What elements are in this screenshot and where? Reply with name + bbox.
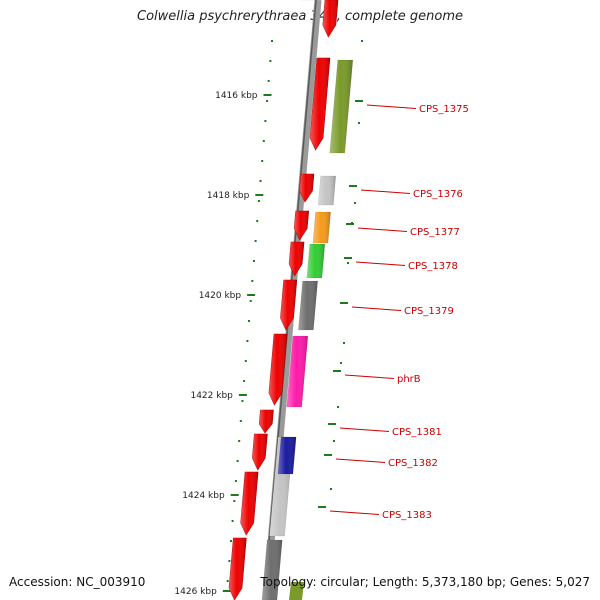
forward-gene-arrow-shade xyxy=(268,334,288,405)
gene-label[interactable]: CPS_1378 xyxy=(408,261,458,272)
gene-label-leader xyxy=(329,510,380,515)
forward-gene-arrow-shade xyxy=(280,280,297,330)
gene-label[interactable]: CPS_1383 xyxy=(382,510,432,521)
gene-label-tick xyxy=(344,257,352,259)
gene-label[interactable]: CPS_1375 xyxy=(419,104,469,115)
ruler-tick xyxy=(263,94,272,96)
ruler-minor-dot xyxy=(358,122,360,124)
ruler-minor-dot xyxy=(361,40,363,42)
gene-blocks xyxy=(261,0,354,600)
gene-label[interactable]: CPS_1379 xyxy=(404,306,454,317)
ruler-ticks: 1416 kbp 1418 kbp 1420 kbp 1422 kbp 1424 kbp… xyxy=(174,91,272,597)
gene-block-cps-1384-shade xyxy=(261,540,283,600)
ruler-tick xyxy=(222,590,231,592)
gene-block-cps-1379-shade xyxy=(298,281,318,330)
ruler-tick-label: 1424 kbp xyxy=(182,491,225,501)
ruler-tick-label: 1416 kbp xyxy=(215,91,258,101)
gene-label-leader xyxy=(351,306,402,311)
forward-gene-arrow-shade xyxy=(310,58,330,150)
gene-label-leader xyxy=(355,261,406,266)
accession-label: Accession: NC_003910 xyxy=(9,575,146,589)
gene-block-cps-1376-shade xyxy=(318,176,336,205)
gene-label-leader xyxy=(357,227,408,232)
genome-summary: Topology: circular; Length: 5,373,180 bp… xyxy=(260,575,590,589)
forward-gene-arrow-shade xyxy=(240,472,259,535)
forward-gene-arrow-shade xyxy=(229,538,247,600)
forward-gene-arrow-shade xyxy=(294,211,309,240)
gene-label-tick xyxy=(328,423,336,425)
gene-label-tick xyxy=(355,100,363,102)
gene-label[interactable]: CPS_1376 xyxy=(413,189,463,200)
ruler-minor-dot xyxy=(347,262,349,264)
ruler-minor-dot xyxy=(354,202,356,204)
forward-gene-arrow-shade xyxy=(289,242,305,276)
gene-label-tick xyxy=(340,302,348,304)
gene-block-cps-1377-shade xyxy=(312,212,331,243)
ruler-minor-dot xyxy=(330,488,332,490)
gene-label[interactable]: CPS_1377 xyxy=(410,227,460,238)
ruler-minor-dot xyxy=(333,440,335,442)
gene-label[interactable]: CPS_1382 xyxy=(388,458,438,469)
gene-label-leader xyxy=(339,427,390,432)
gene-block-phrb-shade xyxy=(286,336,308,407)
gene-label-tick xyxy=(346,223,354,225)
ruler-dotted-arc xyxy=(226,40,273,582)
ruler-minor-dot xyxy=(343,342,345,344)
ruler-tick-label: 1418 kbp xyxy=(207,191,250,201)
forward-strand-genes xyxy=(228,0,339,600)
gene-label[interactable]: phrB xyxy=(397,374,421,385)
ruler-tick-label: 1422 kbp xyxy=(190,391,233,401)
gene-label-leader xyxy=(344,374,395,379)
gene-label-leader xyxy=(366,104,417,109)
ruler-tick xyxy=(238,394,247,396)
ruler-tick xyxy=(230,494,239,496)
ruler-tick xyxy=(255,194,264,196)
ruler-minor-dot xyxy=(351,222,353,224)
forward-gene-arrow-shade xyxy=(322,0,338,37)
gene-block-cps-1378-shade xyxy=(306,244,325,278)
gene-block-cps-1381-shade xyxy=(277,437,297,474)
forward-gene-arrow-shade xyxy=(259,410,274,433)
gene-label[interactable]: CPS_1381 xyxy=(392,427,442,438)
gene-block-cps-1375-shade xyxy=(329,60,353,153)
gene-label-tick xyxy=(318,506,326,508)
gene-label-tick xyxy=(333,370,341,372)
gene-label-leader xyxy=(360,189,411,194)
forward-gene-arrow-shade xyxy=(252,434,268,470)
ruler-minor-dot xyxy=(340,362,342,364)
ruler-tick-label: 1420 kbp xyxy=(199,291,242,301)
genome-title: Colwellia psychrerythraea 34H, complete … xyxy=(137,9,463,24)
ruler-minor-dot xyxy=(337,406,339,408)
gene-label-leader xyxy=(335,458,386,463)
ruler-tick-label: 1426 kbp xyxy=(174,587,217,597)
gene-label-tick xyxy=(349,185,357,187)
forward-gene-arrow-shade xyxy=(299,174,314,202)
gene-label-tick xyxy=(324,454,332,456)
ruler-minor-dot xyxy=(345,302,347,304)
ruler-tick xyxy=(247,294,256,296)
gene-block-edge xyxy=(289,582,304,600)
gene-labels: CPS_1375 CPS_1376 CPS_1377 CPS_1378 CPS_1379… xyxy=(318,40,469,521)
